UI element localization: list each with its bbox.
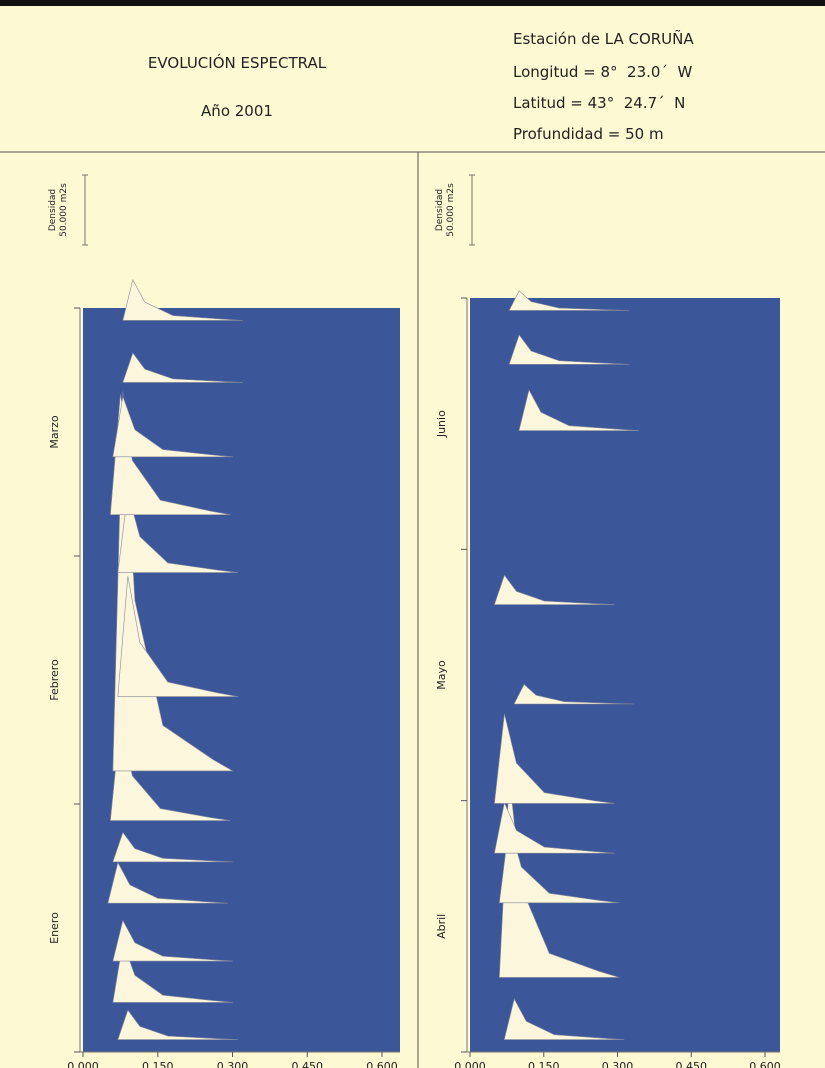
spectrum [112,831,233,863]
spectrum [117,576,238,697]
x-tick-label: 0.450 [676,1060,708,1068]
spectrum [518,389,640,431]
spectrum [494,713,615,804]
density-label: 50.000 m2s [446,183,456,237]
month-label: Mayo [435,660,448,690]
latitude: Latitud = 43° 24.7´ N [513,94,685,112]
spectrum [117,1009,238,1040]
depth: Profundidad = 50 m [513,125,664,143]
x-tick-label: 0.150 [142,1060,174,1068]
spectrum [493,574,615,605]
spectrum [508,290,630,311]
density-label: Densidad [435,189,445,231]
spectrum [107,861,228,904]
density-label: 50.000 m2s [59,183,69,237]
year: Año 2001 [201,102,273,120]
month-label: Junio [435,410,448,438]
spectrum [513,683,635,705]
x-tick-label: 0.300 [217,1060,249,1068]
x-tick-label: 0.150 [528,1060,560,1068]
spectrum [112,919,233,962]
month-label: Enero [48,912,61,944]
spectrum [508,334,630,365]
x-tick-label: 0.300 [602,1060,634,1068]
x-tick-label: 0.000 [454,1060,486,1068]
x-tick-label: 0.600 [366,1060,398,1068]
density-label: Densidad [48,189,58,231]
month-label: Febrero [48,659,61,701]
x-tick-label: 0.000 [67,1060,99,1068]
station: Estación de LA CORUÑA [513,29,694,48]
month-label: Abril [435,914,448,939]
longitude: Longitud = 8° 23.0´ W [513,63,692,81]
month-label: Marzo [48,415,61,449]
spectrum [503,998,625,1040]
x-tick-label: 0.600 [749,1060,781,1068]
spectrum [110,394,231,515]
top-border [0,0,825,6]
x-tick-label: 0.450 [292,1060,324,1068]
spectrum [122,352,243,383]
title: EVOLUCIÓN ESPECTRAL [148,53,327,72]
spectrum [112,395,233,458]
spectrum [122,278,243,321]
